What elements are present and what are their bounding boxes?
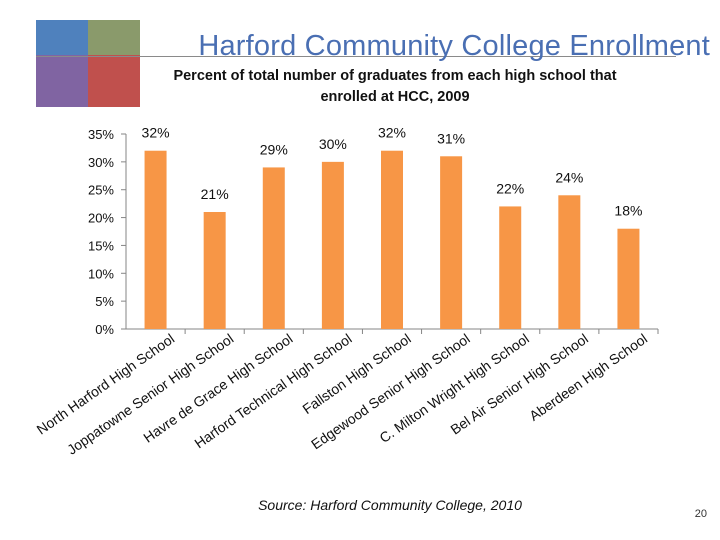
data-label: 31% [437,130,465,146]
y-tick-label: 0% [95,322,114,337]
data-label: 21% [201,186,229,202]
bar [440,156,463,329]
data-label: 29% [260,141,288,157]
page-title: Harford Community College Enrollment [198,30,710,62]
y-tick-label: 20% [88,211,114,226]
data-label: 32% [378,125,406,141]
bar [499,206,522,329]
y-tick-label: 30% [88,155,114,170]
page-number: 20 [694,508,707,520]
y-tick-label: 35% [88,127,114,142]
y-tick-label: 5% [95,294,114,309]
y-tick-label: 15% [88,238,114,253]
logo-square-red [88,55,140,107]
bar [321,161,344,329]
bar [144,150,167,329]
data-label: 22% [496,180,524,196]
bar [381,150,403,329]
y-tick-label: 25% [88,183,114,198]
data-label: 18% [614,203,642,219]
bar [262,167,285,329]
x-category-label: Fallston High School [299,330,413,417]
data-label: 24% [555,169,583,185]
logo-square-purple [36,55,88,107]
bar [558,195,581,329]
bar [203,212,226,329]
source-note: Source: Harford Community College, 2010 [258,497,522,513]
data-label: 30% [319,136,347,152]
chart-subtitle: Percent of total number of graduates fro… [173,68,617,105]
bar [617,228,640,329]
y-tick-label: 10% [88,266,114,281]
bar-chart: 0%5%10%15%20%25%30%35% 32%North Harford H… [34,125,659,458]
header-rule [36,56,676,57]
data-label: 32% [142,125,170,141]
